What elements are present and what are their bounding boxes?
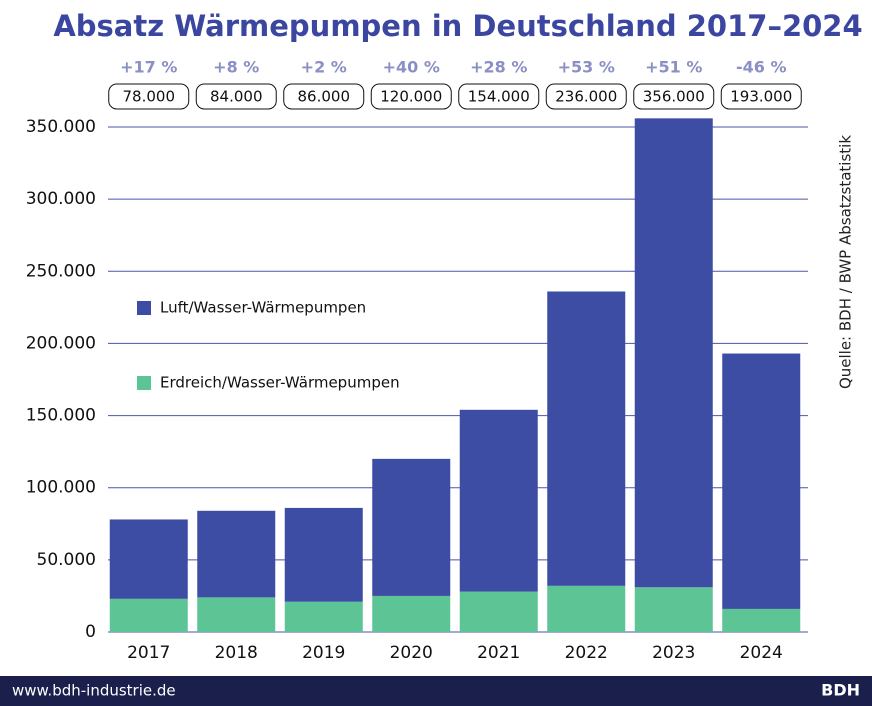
- total-label: 78.000: [123, 88, 176, 106]
- bar-segment: [634, 118, 713, 588]
- total-label: 154.000: [468, 88, 530, 106]
- total-box: [370, 83, 452, 110]
- legend-swatch: [137, 376, 151, 390]
- bar-segment: [197, 510, 276, 598]
- x-tick-label: 2018: [215, 643, 258, 663]
- x-tick-label: 2020: [390, 643, 433, 663]
- total-box: [283, 83, 365, 110]
- legend-swatch: [137, 301, 151, 315]
- bar-segment: [459, 409, 538, 592]
- growth-label: +40 %: [383, 58, 440, 77]
- x-tick-label: 2021: [477, 643, 520, 663]
- x-tick-label: 2022: [565, 643, 608, 663]
- footer-url: www.bdh-industrie.de: [12, 682, 176, 700]
- total-label: 236.000: [555, 88, 617, 106]
- total-box: [195, 83, 277, 110]
- chart-title: Absatz Wärmepumpen in Deutschland 2017–2…: [53, 9, 862, 43]
- x-tick-label: 2024: [740, 643, 783, 663]
- y-tick-label: 50.000: [37, 550, 96, 570]
- growth-label: +8 %: [213, 58, 259, 77]
- bar-segment: [109, 598, 188, 632]
- x-tick-label: 2023: [652, 643, 695, 663]
- legend-label: Erdreich/Wasser-Wärmepumpen: [160, 374, 400, 392]
- growth-label: +51 %: [645, 58, 702, 77]
- y-tick-label: 200.000: [26, 333, 96, 353]
- bar-segment: [547, 291, 626, 586]
- total-label: 86.000: [298, 88, 351, 106]
- growth-label: +28 %: [470, 58, 527, 77]
- bar-segment: [547, 585, 626, 632]
- growth-label: +17 %: [120, 58, 177, 77]
- source: Quelle: BDH / BWP Absatzstatistik: [837, 135, 855, 389]
- total-label: 356.000: [643, 88, 705, 106]
- x-tick-label: 2017: [127, 643, 170, 663]
- y-tick-label: 0: [85, 622, 96, 642]
- total-box: [458, 83, 540, 110]
- total-label: 84.000: [210, 88, 263, 106]
- total-label: 193.000: [730, 88, 792, 106]
- growth-label: +2 %: [301, 58, 347, 77]
- legend-label: Luft/Wasser-Wärmepumpen: [160, 299, 366, 317]
- y-tick-label: 300.000: [26, 189, 96, 209]
- bar-segment: [722, 353, 801, 609]
- y-tick-label: 150.000: [26, 406, 96, 426]
- bar-segment: [722, 608, 801, 632]
- bar-segment: [459, 591, 538, 632]
- total-box: [108, 83, 190, 110]
- bar-segment: [197, 597, 276, 632]
- x-tick-label: 2019: [302, 643, 345, 663]
- y-tick-label: 100.000: [26, 478, 96, 498]
- bar-segment: [372, 458, 451, 596]
- footer: [0, 676, 872, 706]
- growth-label: -46 %: [736, 58, 787, 77]
- total-label: 120.000: [380, 88, 442, 106]
- total-box: [720, 83, 802, 110]
- y-tick-label: 250.000: [26, 261, 96, 281]
- total-box: [545, 83, 627, 110]
- growth-label: +53 %: [558, 58, 615, 77]
- bar-segment: [634, 587, 713, 632]
- bar-segment: [284, 601, 363, 632]
- footer-brand: BDH: [821, 681, 860, 700]
- bar-segment: [372, 595, 451, 632]
- bar-segment: [284, 507, 363, 602]
- y-tick-label: 350.000: [26, 117, 96, 137]
- bar-segment: [109, 519, 188, 599]
- total-box: [633, 83, 715, 110]
